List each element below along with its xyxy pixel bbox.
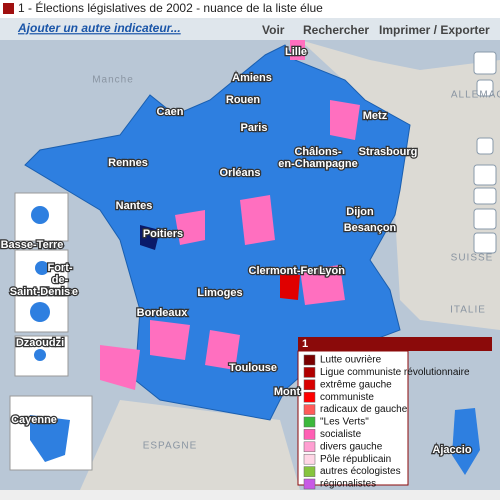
city-label: Lyon (319, 265, 345, 277)
google[interactable] (473, 232, 497, 254)
overseas-label: Basse-Terre (1, 239, 64, 251)
legend-swatch (303, 429, 316, 440)
city-label: Ajaccio (432, 444, 471, 456)
toolbar (0, 18, 500, 40)
city-label: Lille (285, 46, 307, 58)
city-label: Caen (157, 106, 184, 118)
legend-swatch (303, 466, 316, 477)
title-bar (0, 0, 500, 18)
city-label: Bordeaux (137, 307, 189, 319)
title: 1 - Élections législatives de 2002 - nua… (18, 0, 323, 15)
region-label: ALLEMAG (451, 90, 500, 101)
add-indicator-link[interactable]: Ajouter un autre indicateur... (17, 21, 181, 35)
red-constituency (280, 270, 300, 300)
city-label: Nantes (116, 200, 153, 212)
fullscreen[interactable] (473, 164, 497, 186)
neighbor-land (80, 400, 300, 490)
region-label: Manche (92, 75, 134, 86)
arrows[interactable] (473, 187, 497, 205)
france-mainland (24, 44, 411, 421)
city-label: Besançon (344, 222, 397, 234)
overseas-shapes (30, 206, 70, 462)
city-label: Dijon (346, 206, 374, 218)
region-label: ESPAGNE (143, 441, 198, 452)
legend-label: Ligue communiste révolutionnaire (320, 367, 470, 378)
city-label: Rennes (108, 157, 148, 169)
dark-constituency (140, 225, 160, 250)
menu-item[interactable]: Imprimer / Exporter (379, 23, 490, 37)
overseas-label: Dzaoudzi (16, 337, 64, 349)
city-label: Toulouse (229, 362, 277, 374)
legend-swatch (303, 391, 316, 403)
menu-item[interactable]: Rechercher (303, 23, 369, 37)
zoom-controls (473, 51, 497, 254)
overseas-label: Fort-de-France (42, 262, 78, 298)
legend-swatch (303, 478, 316, 490)
legend-label: "Les Verts" (320, 417, 369, 428)
city-label: Metz (363, 110, 388, 122)
city-label: Orléans (220, 167, 261, 179)
legend-label: socialiste (320, 429, 362, 440)
legend-title: 1 (302, 338, 308, 350)
city-label: Strasbourg (359, 146, 418, 158)
legend-label: autres écologistes (320, 466, 401, 477)
legend-label: divers gauche (320, 441, 383, 452)
city-label: Clermont-Ferrand (249, 265, 342, 277)
zoom-out[interactable] (476, 137, 494, 155)
legend-swatch (303, 367, 316, 378)
corsica (452, 408, 480, 475)
city-label: Mont (274, 386, 301, 398)
legend-swatch (303, 404, 316, 415)
legend-swatch (303, 379, 316, 391)
zoom-in[interactable] (476, 79, 494, 97)
title-icon (3, 3, 14, 14)
overseas-label: Saint-Denis (10, 286, 71, 298)
pan-button[interactable] (473, 51, 497, 75)
legend-body (297, 350, 409, 486)
legend-label: extrême gauche (320, 379, 392, 390)
legend-swatch (303, 416, 316, 428)
city-label: Rouen (226, 94, 261, 106)
region-label: ITALIE (450, 305, 486, 316)
legend-swatch (303, 354, 316, 366)
legend-swatch (303, 441, 316, 453)
legend-label: radicaux de gauche (320, 404, 408, 415)
legend-label: régionalistes (320, 479, 376, 490)
legend-swatch (303, 453, 316, 465)
city-label: Paris (241, 122, 268, 134)
region-label: SUISSE (451, 253, 494, 264)
menu-item[interactable]: Voir (262, 23, 285, 37)
city-label: Poitiers (143, 228, 183, 240)
city-label: Amiens (232, 72, 272, 84)
overseas-label: Cayenne (11, 414, 57, 426)
legend-label: Lutte ouvrière (320, 355, 382, 366)
city-label: Limoges (197, 287, 242, 299)
status-bar (0, 490, 500, 500)
city-label: Châlons-en-Champagne (278, 146, 357, 170)
legend-header (298, 337, 492, 351)
camera[interactable] (473, 208, 497, 230)
legend-label: Pôle républicain (320, 454, 391, 465)
legend-label: communiste (320, 392, 374, 403)
